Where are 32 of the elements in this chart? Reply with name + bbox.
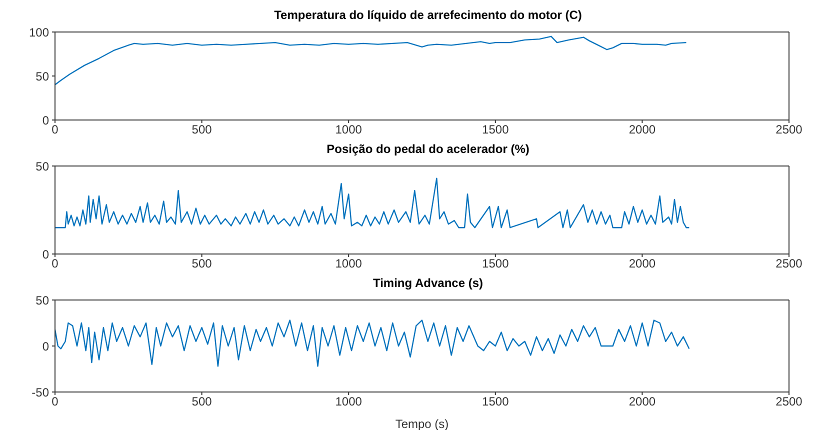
- y-tick-label: 50: [36, 69, 50, 84]
- x-tick-label: 2500: [776, 122, 803, 137]
- x-tick-label: 0: [52, 394, 59, 409]
- x-tick-label: 500: [192, 122, 212, 137]
- y-tick-label: -50: [32, 385, 50, 400]
- x-tick-label: 500: [192, 394, 212, 409]
- x-tick-label: 2500: [776, 394, 803, 409]
- y-tick-label: 50: [36, 159, 50, 174]
- x-tick-label: 2000: [628, 122, 656, 137]
- line-series: [55, 36, 687, 86]
- chart-title: Posição do pedal do acelerador (%): [326, 142, 530, 157]
- x-tick-label: 1500: [482, 256, 510, 271]
- x-tick-label: 1000: [335, 122, 362, 137]
- x-tick-label: 2500: [776, 256, 803, 271]
- line-series: [55, 178, 690, 228]
- x-tick-label: 1500: [482, 394, 510, 409]
- y-tick-label: 100: [28, 25, 50, 40]
- y-tick-label: 50: [36, 293, 50, 308]
- x-tick-label: 1000: [335, 394, 362, 409]
- x-tick-label: 500: [192, 256, 212, 271]
- x-tick-label: 2000: [628, 256, 656, 271]
- chart-title: Timing Advance (s): [372, 276, 484, 291]
- x-tick-label: 0: [52, 256, 59, 271]
- line-series: [55, 320, 690, 367]
- y-tick-label: 0: [42, 339, 50, 354]
- x-tick-label: 1500: [482, 122, 510, 137]
- x-tick-label: 0: [52, 122, 59, 137]
- y-tick-label: 0: [42, 113, 50, 128]
- chart-title: Temperatura do líquido de arrefecimento do motor (C): [273, 8, 583, 23]
- x-tick-label: 1000: [335, 256, 362, 271]
- x-tick-label: 2000: [628, 394, 656, 409]
- y-tick-label: 0: [42, 247, 50, 262]
